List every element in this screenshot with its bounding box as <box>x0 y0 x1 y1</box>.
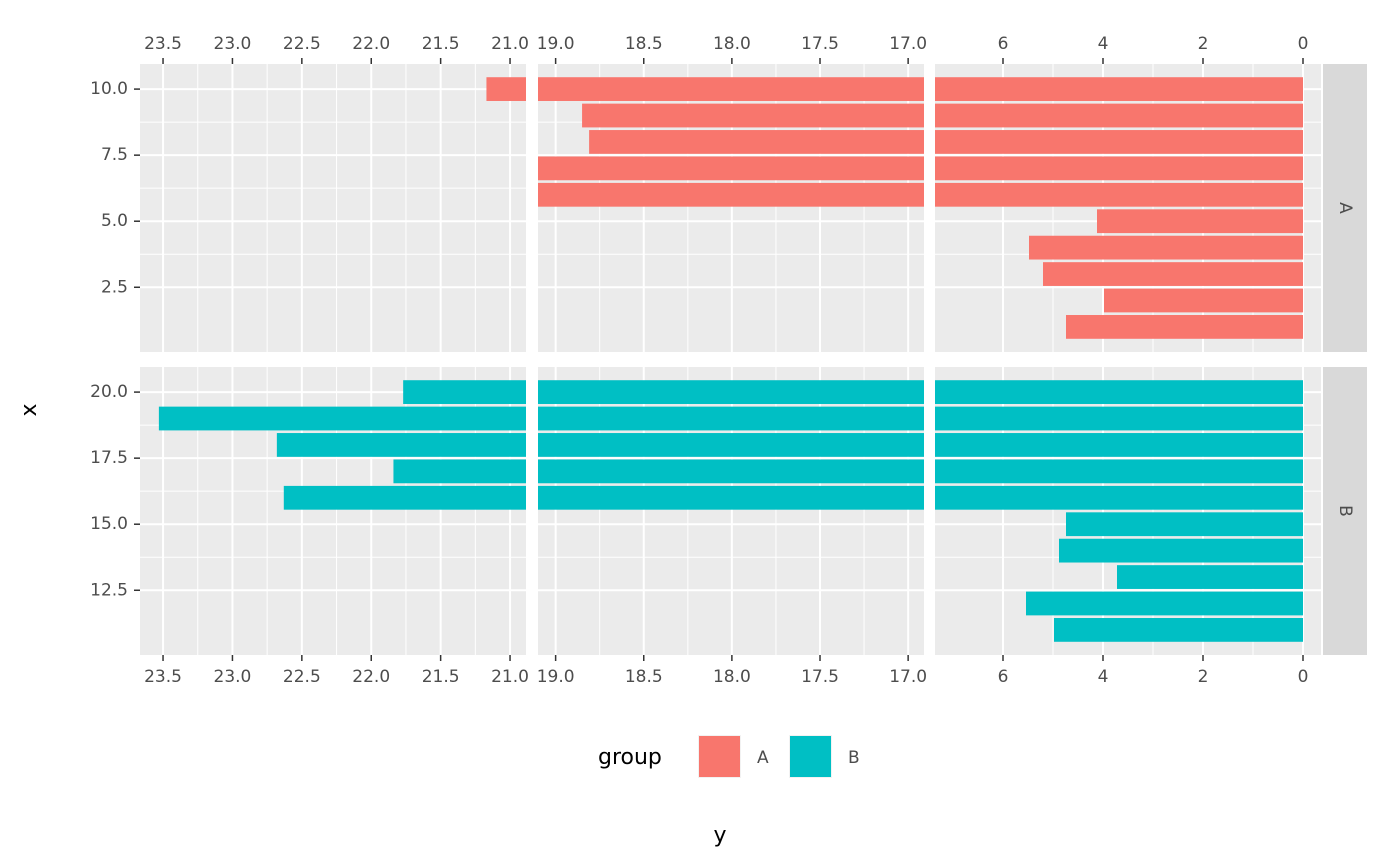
bar <box>935 433 1303 457</box>
x-tick-label: 23.0 <box>214 34 252 54</box>
x-tick-label: 21.0 <box>491 667 529 687</box>
x-tick-label: 4 <box>1098 667 1109 687</box>
y-tick-label: 5.0 <box>101 211 128 231</box>
bar <box>538 380 924 404</box>
bar <box>935 156 1303 181</box>
bar <box>538 156 924 181</box>
y-tick-label: 2.5 <box>101 277 128 297</box>
bar <box>935 103 1303 128</box>
x-tick-label: 18.5 <box>625 667 663 687</box>
bar <box>486 77 526 101</box>
bar <box>538 485 924 510</box>
facet-label: A <box>1335 202 1355 214</box>
x-tick-label: 23.5 <box>144 667 182 687</box>
x-tick-label: 18.0 <box>713 667 751 687</box>
bar <box>935 182 1303 207</box>
y-tick-label: 10.0 <box>90 79 128 99</box>
bar <box>589 130 924 154</box>
x-tick-label: 17.0 <box>889 667 927 687</box>
bar <box>538 182 924 207</box>
y-axis-title: y <box>713 823 726 848</box>
bar <box>393 459 526 484</box>
x-tick-label: 4 <box>1098 34 1109 54</box>
x-tick-label: 6 <box>998 34 1009 54</box>
bar <box>276 433 526 457</box>
y-tick-label: 12.5 <box>90 580 128 600</box>
y-tick-label: 20.0 <box>90 382 128 402</box>
x-tick-label: 18.5 <box>625 34 663 54</box>
bar <box>935 77 1303 101</box>
bar <box>538 433 924 457</box>
x-tick-label: 23.0 <box>214 667 252 687</box>
x-tick-label: 17.5 <box>801 34 839 54</box>
x-tick-label: 21.5 <box>422 667 460 687</box>
bar <box>1117 565 1303 589</box>
bar <box>1029 235 1303 260</box>
x-tick-label: 17.5 <box>801 667 839 687</box>
x-tick-label: 19.0 <box>537 34 575 54</box>
x-tick-label: 18.0 <box>713 34 751 54</box>
bar <box>1104 288 1303 313</box>
x-tick-label: 6 <box>998 667 1009 687</box>
x-tick-label: 22.5 <box>283 667 321 687</box>
facet-label: B <box>1335 505 1355 517</box>
bar <box>935 380 1303 404</box>
x-tick-label: 21.5 <box>422 34 460 54</box>
x-tick-label: 0 <box>1298 667 1309 687</box>
bar <box>283 485 526 510</box>
y-tick-label: 7.5 <box>101 145 128 165</box>
bar <box>1043 262 1303 286</box>
x-tick-label: 19.0 <box>537 667 575 687</box>
bar <box>935 130 1303 154</box>
bar <box>1054 618 1303 642</box>
bar <box>1059 538 1303 563</box>
legend-title: group <box>598 745 662 770</box>
x-tick-label: 22.0 <box>352 667 390 687</box>
x-tick-label: 22.5 <box>283 34 321 54</box>
bar <box>158 406 527 431</box>
bar <box>935 459 1303 484</box>
x-tick-label: 0 <box>1298 34 1309 54</box>
bar <box>1026 591 1303 616</box>
facet-strip <box>1323 367 1367 655</box>
x-axis-title: x <box>17 403 42 416</box>
y-tick-label: 17.5 <box>90 448 128 468</box>
x-tick-label: 21.0 <box>491 34 529 54</box>
x-tick-label: 17.0 <box>889 34 927 54</box>
bar <box>935 485 1303 510</box>
legend-label: A <box>757 748 769 768</box>
bar <box>1066 315 1303 339</box>
bar <box>403 380 526 404</box>
bar <box>1066 512 1303 537</box>
x-tick-label: 2 <box>1198 34 1209 54</box>
facet-strip <box>1323 64 1367 352</box>
x-tick-label: 2 <box>1198 667 1209 687</box>
panel-background <box>140 64 526 352</box>
bar <box>582 103 924 128</box>
bar <box>538 77 924 101</box>
legend-key <box>790 736 831 777</box>
y-tick-label: 15.0 <box>90 514 128 534</box>
bar <box>538 406 924 431</box>
legend-key <box>699 736 740 777</box>
x-tick-label: 23.5 <box>144 34 182 54</box>
x-tick-label: 22.0 <box>352 34 390 54</box>
bar <box>935 406 1303 431</box>
bar <box>538 459 924 484</box>
bar <box>1097 209 1303 234</box>
legend-label: B <box>848 748 860 768</box>
